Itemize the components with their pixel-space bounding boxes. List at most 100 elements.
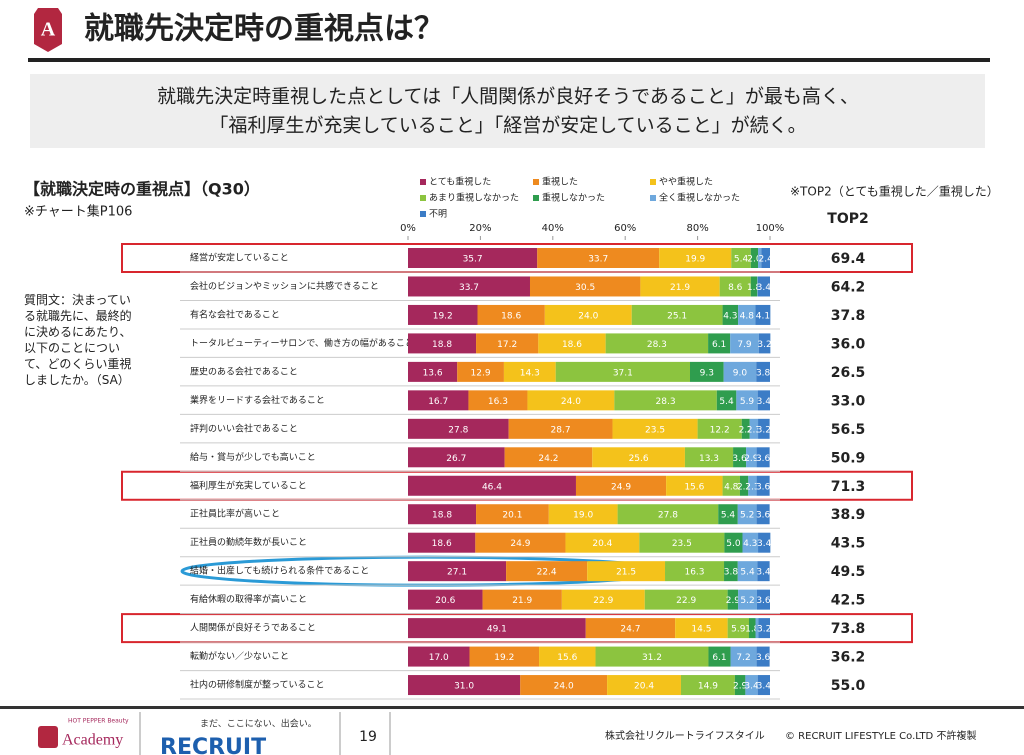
bar-label: 19.2 bbox=[494, 653, 514, 663]
bar-segment bbox=[730, 333, 759, 354]
bar-segment bbox=[750, 248, 759, 268]
bar-segment bbox=[538, 333, 606, 354]
bar-label: 15.6 bbox=[684, 482, 704, 492]
bar-label: 24.0 bbox=[578, 311, 598, 321]
bar-segment bbox=[640, 276, 720, 297]
bar-segment bbox=[587, 561, 666, 582]
bar-segment bbox=[408, 304, 478, 325]
bar-label: 3.6 bbox=[756, 482, 771, 492]
bar-label: 25.6 bbox=[629, 454, 649, 464]
bar-segment bbox=[520, 675, 608, 696]
bar-label: 5.4 bbox=[719, 397, 734, 407]
bar-segment bbox=[666, 475, 723, 496]
category-label: 福利厚生が充実していること bbox=[190, 479, 307, 491]
bar-label: 4.8 bbox=[724, 482, 739, 492]
bar-label: 3.6 bbox=[756, 596, 771, 606]
bar-label: 20.4 bbox=[592, 539, 612, 549]
top2-value: 38.9 bbox=[831, 507, 866, 523]
bar-label: 4.1 bbox=[756, 311, 770, 321]
bar-label: 3.2 bbox=[757, 340, 771, 350]
top2-value: 50.9 bbox=[831, 450, 866, 466]
bar-label: 12.2 bbox=[710, 425, 730, 435]
top2-header: TOP2 bbox=[827, 211, 868, 227]
bar-label: 2.3 bbox=[745, 482, 759, 492]
bar-segment bbox=[684, 447, 734, 468]
top2-value: 43.5 bbox=[831, 536, 866, 552]
bar-segment bbox=[756, 361, 770, 382]
top2-value: 64.2 bbox=[831, 279, 866, 295]
bar-label: 24.9 bbox=[510, 539, 530, 549]
top2-value: 71.3 bbox=[831, 479, 866, 495]
bar-segment bbox=[408, 646, 470, 667]
bar-segment bbox=[749, 418, 759, 439]
category-label: 会社のビジョンやミッションに共感できること bbox=[190, 280, 379, 292]
bar-label: 16.3 bbox=[488, 397, 508, 407]
bar-segment bbox=[659, 248, 732, 268]
bar-segment bbox=[756, 646, 770, 667]
bar-segment bbox=[408, 675, 521, 696]
bar-label: 12.9 bbox=[471, 368, 491, 378]
bar-label: 5.2 bbox=[740, 596, 754, 606]
category-label: 正社員比率が高いこと bbox=[190, 508, 280, 520]
bar-label: 3.2 bbox=[757, 625, 771, 635]
legend-swatch bbox=[650, 195, 656, 201]
legend-swatch bbox=[420, 179, 426, 185]
summary-box bbox=[30, 74, 985, 148]
bar-label: 27.1 bbox=[447, 568, 467, 578]
bar-label: 18.8 bbox=[432, 511, 452, 521]
bar-segment bbox=[575, 475, 667, 496]
bar-segment bbox=[408, 532, 476, 553]
bar-label: 3.4 bbox=[757, 682, 772, 692]
brand: Academy bbox=[62, 732, 123, 749]
legend-label: 全く重視しなかった bbox=[659, 192, 740, 204]
top2-value: 56.5 bbox=[831, 422, 866, 438]
bar-segment bbox=[457, 361, 504, 382]
bar-segment bbox=[680, 675, 735, 696]
summary-line: 「福利厚生が充実していること」「経営が安定していること」が続く。 bbox=[209, 115, 806, 137]
bar-segment bbox=[605, 333, 709, 354]
bar-segment bbox=[716, 390, 737, 411]
bar-segment bbox=[639, 532, 725, 553]
question-text: 質問文：決まっている就職先に、最終的に決めるにあたり、以下のことについて、どのく… bbox=[24, 293, 132, 387]
category-label: 社内の研修制度が整っていること bbox=[190, 679, 325, 691]
x-tick-label: 40% bbox=[542, 223, 564, 234]
bar-label: 27.8 bbox=[658, 511, 678, 521]
top2-value: 37.8 bbox=[831, 308, 866, 324]
bar-segment bbox=[746, 447, 757, 468]
bar-label: 2.9 bbox=[744, 454, 759, 464]
bar-segment bbox=[755, 304, 771, 325]
bar-label: 18.6 bbox=[562, 340, 582, 350]
bar-segment bbox=[408, 248, 538, 268]
bar-label: 28.3 bbox=[647, 340, 667, 350]
bar-segment bbox=[755, 618, 759, 639]
legend-swatch bbox=[420, 195, 426, 201]
top2-note: ※TOP2（とても重視した／重視した） bbox=[790, 184, 999, 199]
bar-label: 1.8 bbox=[747, 283, 762, 293]
bar-label: 33.7 bbox=[459, 283, 479, 293]
bar-segment bbox=[476, 504, 549, 525]
bar-segment bbox=[408, 504, 477, 525]
legend-swatch bbox=[420, 211, 426, 217]
bar-label: 22.9 bbox=[593, 596, 613, 606]
bar-segment bbox=[477, 304, 545, 325]
bar-segment bbox=[736, 390, 758, 411]
bar-segment bbox=[756, 447, 770, 468]
bar-label: 14.3 bbox=[520, 368, 540, 378]
company: 株式会社リクルートライフスタイル bbox=[605, 729, 765, 742]
top2-value: 73.8 bbox=[831, 621, 866, 637]
category-label: トータルビューティーサロンで、働き方の幅があること bbox=[190, 337, 414, 349]
bar-segment bbox=[408, 333, 477, 354]
bar-label: 22.9 bbox=[676, 596, 696, 606]
bar-segment bbox=[595, 646, 709, 667]
bar-segment bbox=[756, 589, 770, 610]
bar-segment bbox=[408, 390, 469, 411]
bar-segment bbox=[734, 675, 746, 696]
bar-segment bbox=[738, 589, 757, 610]
top2-value: 42.5 bbox=[831, 593, 866, 609]
bar-label: 5.9 bbox=[731, 625, 746, 635]
category-label: 転勤がない／少ないこと bbox=[190, 650, 289, 662]
bar-segment bbox=[592, 447, 685, 468]
bar-label: 30.5 bbox=[575, 283, 595, 293]
brand-badge bbox=[38, 726, 58, 748]
